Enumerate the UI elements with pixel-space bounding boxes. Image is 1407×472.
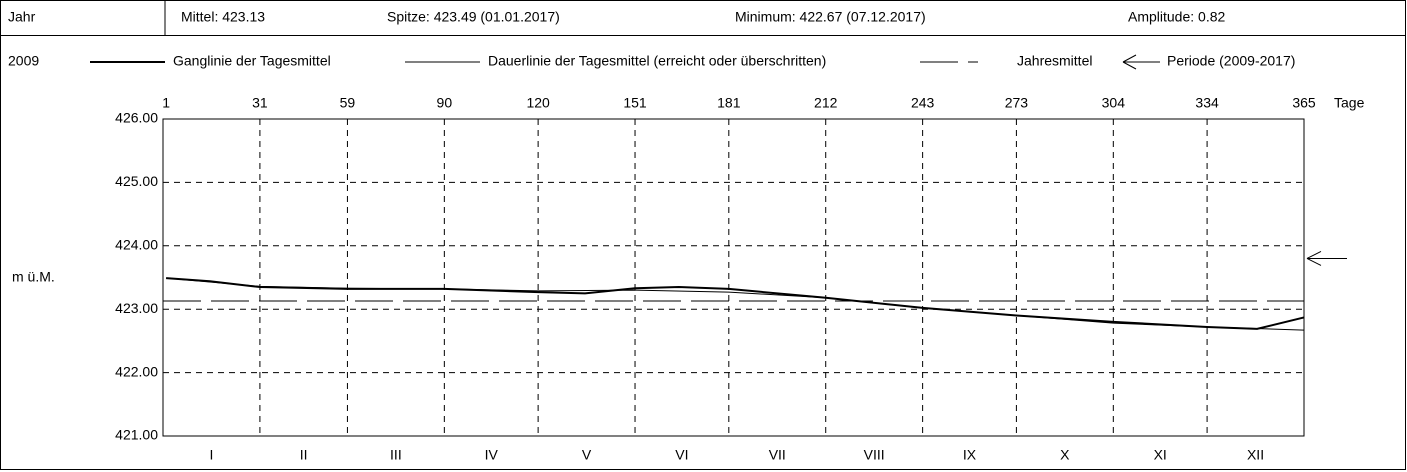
period-arrow	[1306, 251, 1347, 266]
legend-entry: Dauerlinie der Tagesmittel (erreicht ode…	[488, 53, 826, 69]
y-tick-label: 426.00	[115, 110, 158, 126]
x-tick-label: 304	[1102, 95, 1126, 111]
x-tick-label: 181	[717, 95, 741, 111]
month-label: V	[582, 447, 592, 463]
month-label: I	[210, 447, 214, 463]
plot-frame	[162, 118, 1305, 437]
x-tick-label: 365	[1292, 95, 1316, 111]
x-tick-label: 90	[437, 95, 453, 111]
stat: Spitze: 423.49 (01.01.2017)	[387, 9, 560, 25]
month-label: VI	[675, 447, 688, 463]
y-tick-label: 424.00	[115, 237, 158, 253]
x-tick-label: 1	[162, 95, 170, 111]
month-label: II	[300, 447, 308, 463]
y-axis-label: m ü.M.	[12, 269, 55, 285]
legend-entry: Jahresmittel	[1017, 53, 1092, 69]
legend-entry: Ganglinie der Tagesmittel	[173, 53, 331, 69]
x-tick-label: 273	[1005, 95, 1029, 111]
x-tick-label: 212	[814, 95, 838, 111]
month-label: III	[390, 447, 402, 463]
legend-entry: Periode (2009-2017)	[1167, 53, 1295, 69]
month-label: X	[1060, 447, 1070, 463]
series-line	[166, 277, 1305, 330]
stat: Amplitude: 0.82	[1128, 9, 1225, 25]
legend-sample	[1122, 54, 1160, 70]
y-tick-label: 425.00	[115, 173, 158, 189]
x-tick-label: 151	[623, 95, 647, 111]
x-tick-label: 120	[526, 95, 550, 111]
month-label: IV	[485, 447, 499, 463]
y-tick-label: 423.00	[115, 300, 158, 316]
month-label: VII	[769, 447, 786, 463]
month-label: IX	[963, 447, 977, 463]
series-line	[166, 277, 1305, 331]
header-label: Jahr	[8, 9, 36, 25]
x-axis-label: Tage	[1334, 95, 1365, 111]
stat: Mittel: 423.13	[181, 9, 265, 25]
stat: Minimum: 422.67 (07.12.2017)	[735, 9, 926, 25]
year-label: 2009	[8, 53, 39, 69]
x-tick-label: 334	[1195, 95, 1219, 111]
month-label: VIII	[864, 447, 885, 463]
y-tick-label: 422.00	[115, 363, 158, 379]
y-tick-label: 421.00	[115, 427, 158, 443]
x-tick-label: 31	[252, 95, 268, 111]
x-tick-label: 243	[911, 95, 935, 111]
month-label: XII	[1247, 447, 1264, 463]
month-label: XI	[1154, 447, 1167, 463]
x-tick-label: 59	[340, 95, 356, 111]
chart-box	[0, 35, 1406, 470]
